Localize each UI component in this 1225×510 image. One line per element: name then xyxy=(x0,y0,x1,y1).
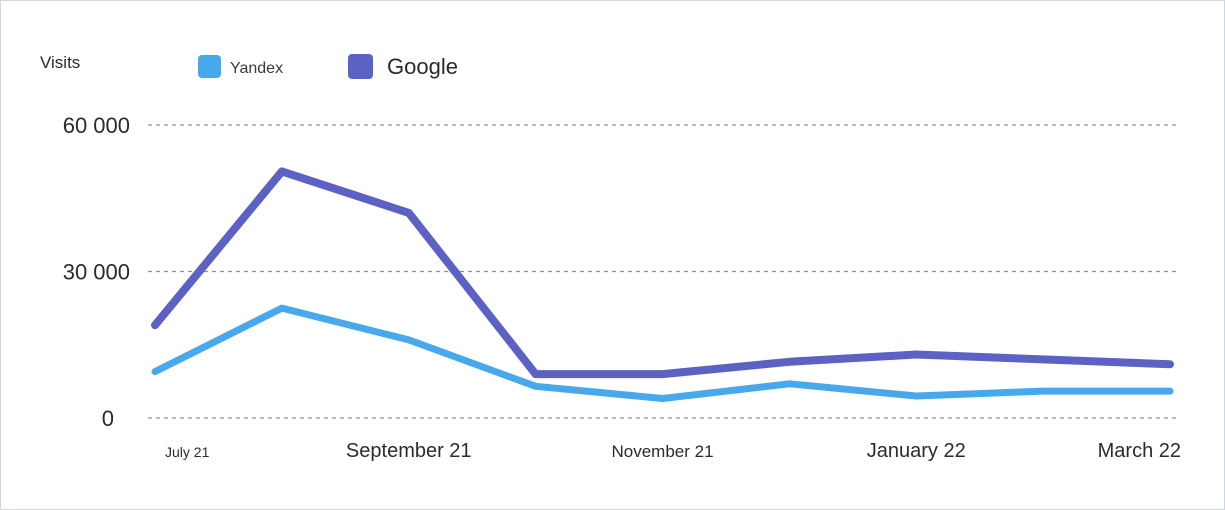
x-tick-label: November 21 xyxy=(611,442,713,461)
y-tick-labels: 0 30 000 60 000 xyxy=(63,113,130,431)
legend-swatch-google xyxy=(348,54,373,79)
x-tick-label: September 21 xyxy=(346,440,472,462)
grid-lines xyxy=(148,124,1180,419)
series-line-google xyxy=(151,167,1174,379)
series-line-yandex xyxy=(151,304,1174,402)
x-tick-labels: July 21 September 21 November 21 January 22… xyxy=(165,440,1181,462)
y-axis-title: Visits xyxy=(40,53,80,72)
legend: Yandex Google xyxy=(198,54,458,79)
x-tick-label: March 22 xyxy=(1098,440,1181,462)
series-lines xyxy=(151,167,1174,402)
y-tick-label: 0 xyxy=(102,406,114,431)
legend-label-google: Google xyxy=(387,54,458,79)
y-tick-label: 60 000 xyxy=(63,113,130,138)
x-tick-label: January 22 xyxy=(867,440,966,462)
x-tick-label: July 21 xyxy=(165,444,210,460)
legend-label-yandex: Yandex xyxy=(230,60,283,77)
y-tick-label: 30 000 xyxy=(63,260,130,285)
legend-swatch-yandex xyxy=(198,55,221,78)
